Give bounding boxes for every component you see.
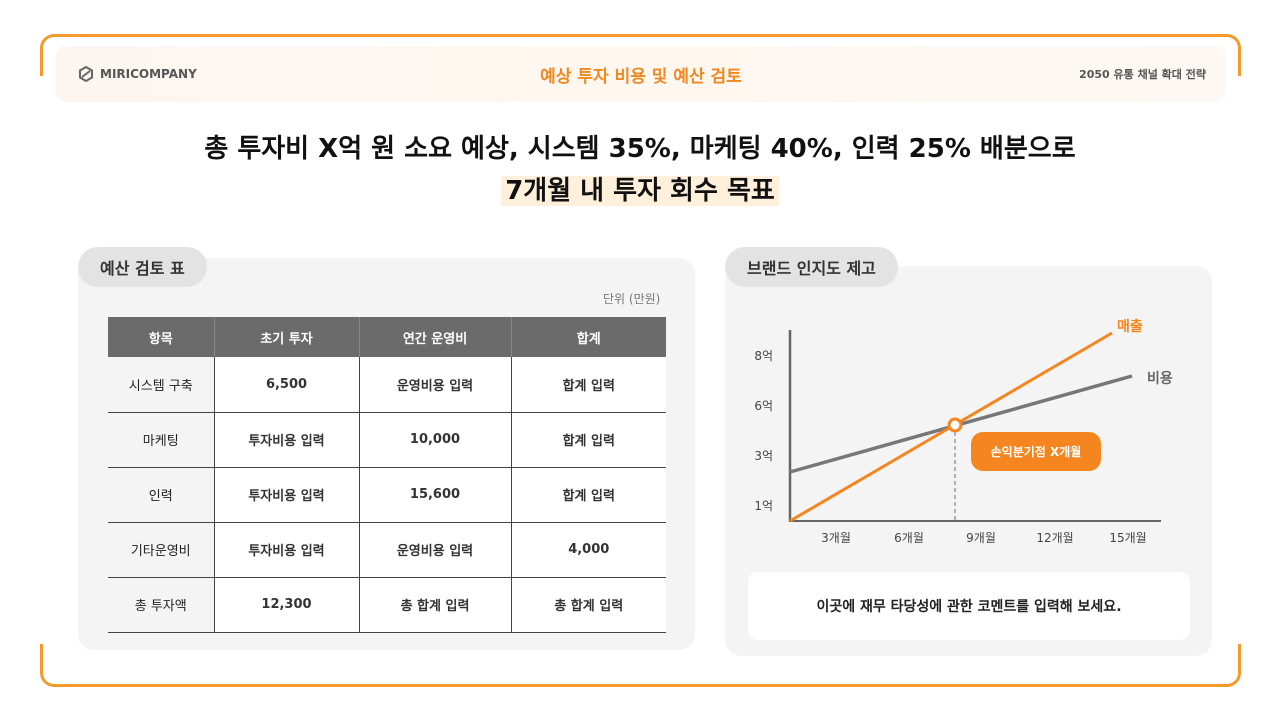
table-cell[interactable]: 6,500 (213, 357, 359, 413)
table-row: 마케팅 투자비용 입력 10,000 합계 입력 (108, 412, 666, 468)
table-cell[interactable]: 운영비용 입력 (358, 357, 511, 413)
table-header-row: 항목 초기 투자 연간 운영비 합계 (108, 317, 666, 357)
table-cell[interactable]: 합계 입력 (510, 412, 666, 468)
x-tick-label: 9개월 (966, 531, 996, 545)
table-cell[interactable]: 합계 입력 (510, 357, 666, 413)
budget-tab: 예산 검토 표 (78, 247, 207, 287)
x-tick-label: 6개월 (894, 531, 924, 545)
y-tick-label: 3억 (754, 449, 773, 463)
headline: 총 투자비 X억 원 소요 예상, 시스템 35%, 마케팅 40%, 인력 2… (0, 128, 1280, 212)
table-cell[interactable]: 총 합계 입력 (510, 577, 666, 633)
x-tick-label: 3개월 (821, 531, 851, 545)
table-cell[interactable]: 합계 입력 (510, 467, 666, 523)
table-cell[interactable]: 투자비용 입력 (213, 412, 359, 468)
headline-line1: 총 투자비 X억 원 소요 예상, 시스템 35%, 마케팅 40%, 인력 2… (204, 134, 1076, 164)
comment-box[interactable]: 이곳에 재무 타당성에 관한 코멘트를 입력해 보세요. (748, 572, 1190, 640)
table-cell[interactable]: 10,000 (358, 412, 511, 468)
frame-top-border (40, 34, 1241, 76)
table-cell[interactable]: 투자비용 입력 (213, 522, 359, 578)
breakeven-marker (947, 417, 963, 433)
company-logo: MIRICOMPANY (78, 66, 197, 82)
table-cell[interactable]: 운영비용 입력 (358, 522, 511, 578)
table-cell[interactable]: 투자비용 입력 (213, 467, 359, 523)
headline-line2: 7개월 내 투자 회수 목표 (501, 176, 779, 206)
series-label-cost: 비용 (1147, 371, 1173, 387)
x-tick-label: 12개월 (1036, 531, 1073, 545)
column-header: 연간 운영비 (358, 317, 511, 357)
table-row: 시스템 구축 6,500 운영비용 입력 합계 입력 (108, 357, 666, 413)
y-tick-label: 8억 (754, 349, 773, 363)
unit-label: 단위 (만원) (603, 292, 661, 306)
table-cell[interactable]: 15,600 (358, 467, 511, 523)
row-label: 마케팅 (108, 412, 214, 468)
header-subtitle: 2050 유통 채널 확대 전략 (1079, 68, 1206, 81)
table-cell[interactable]: 12,300 (213, 577, 359, 633)
column-header: 초기 투자 (213, 317, 359, 357)
table-row: 인력 투자비용 입력 15,600 합계 입력 (108, 467, 666, 523)
logo-text: MIRICOMPANY (100, 67, 197, 81)
row-label: 총 투자액 (108, 577, 214, 633)
row-label: 기타운영비 (108, 522, 214, 578)
table-row: 기타운영비 투자비용 입력 운영비용 입력 4,000 (108, 522, 666, 578)
row-label: 시스템 구축 (108, 357, 214, 413)
y-tick-label: 1억 (754, 499, 773, 513)
series-label-revenue: 매출 (1117, 318, 1143, 335)
column-header: 합계 (510, 317, 666, 357)
breakeven-badge (971, 432, 1101, 471)
column-header: 항목 (108, 317, 214, 357)
y-tick-label: 6억 (754, 399, 773, 413)
table-cell[interactable]: 총 합계 입력 (358, 577, 511, 633)
frame-bottom-border (40, 644, 1241, 687)
breakeven-label: 손익분기점 X개월 (991, 444, 1082, 459)
logo-icon (79, 66, 93, 82)
table-cell[interactable]: 4,000 (510, 522, 666, 578)
budget-table: 항목 초기 투자 연간 운영비 합계 시스템 구축 6,500 운영비용 입력 합계 입력 마… (108, 317, 666, 633)
brand-tab: 브랜드 인지도 제고 (725, 247, 898, 287)
row-label: 인력 (108, 467, 214, 523)
table-row: 총 투자액 12,300 총 합계 입력 총 합계 입력 (108, 577, 666, 633)
x-tick-label: 15개월 (1109, 531, 1146, 545)
